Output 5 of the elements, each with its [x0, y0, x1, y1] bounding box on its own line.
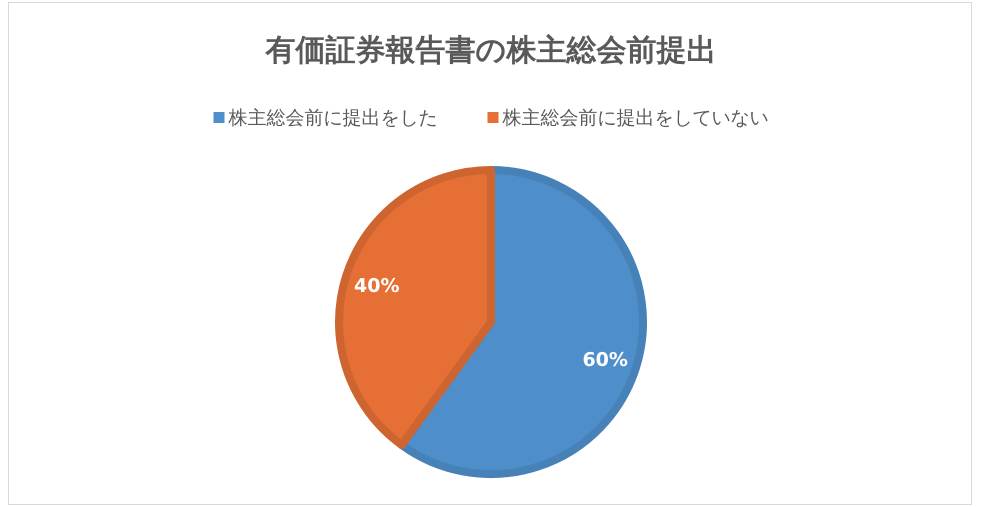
legend-label: 株主総会前に提出をしていない [502, 107, 768, 129]
data-label: 40% [354, 274, 400, 297]
data-label: 60% [582, 349, 628, 372]
chart-title: 有価証券報告書の株主総会前提出 [264, 33, 716, 68]
legend-label: 株主総会前に提出をした [228, 107, 438, 129]
